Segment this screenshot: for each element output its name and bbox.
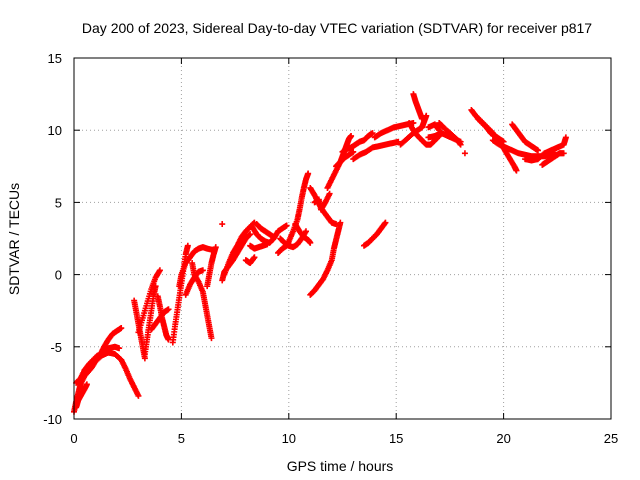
x-tick-label: 20: [496, 431, 510, 446]
chart-title: Day 200 of 2023, Sidereal Day-to-day VTE…: [82, 20, 592, 36]
data-point: [534, 147, 541, 154]
data-point: [302, 228, 309, 235]
y-axis-label: SDTVAR / TECUs: [6, 183, 22, 295]
data-point: [337, 219, 344, 226]
data-point: [382, 219, 389, 226]
data-point: [247, 231, 254, 238]
data-point: [436, 127, 443, 134]
x-tick-labels: 0 5 10 15 20 25: [70, 431, 618, 446]
y-tick-label: -5: [50, 340, 62, 355]
y-tick-label: 10: [48, 123, 62, 138]
data-point: [208, 335, 215, 342]
plot-frame: [73, 57, 612, 420]
data-point: [264, 241, 271, 248]
data-point: [350, 148, 357, 155]
data-point: [418, 115, 425, 122]
data-point: [251, 254, 258, 261]
y-tick-label: 0: [55, 268, 62, 283]
data-point: [270, 234, 277, 241]
y-tick-label: -10: [43, 412, 62, 427]
data-point: [560, 150, 567, 157]
data-point: [219, 221, 226, 228]
data-point: [165, 306, 172, 313]
x-tick-label: 0: [70, 431, 77, 446]
data-point: [562, 134, 569, 141]
x-tick-label: 10: [282, 431, 296, 446]
data-point: [348, 132, 355, 139]
data-point: [305, 170, 312, 177]
data-point: [199, 267, 206, 274]
data-point: [307, 239, 314, 246]
data-point: [212, 244, 219, 251]
data-points: [71, 91, 569, 415]
x-axis-label: GPS time / hours: [287, 458, 394, 474]
x-tick-label: 5: [178, 431, 185, 446]
grid-lines: [74, 58, 611, 419]
data-point: [457, 141, 464, 148]
data-point: [156, 267, 163, 274]
data-point: [135, 392, 142, 399]
data-point: [513, 167, 520, 174]
data-point: [326, 190, 333, 197]
data-point: [184, 242, 191, 249]
data-point: [116, 345, 123, 352]
data-point: [83, 381, 90, 388]
data-point: [152, 283, 159, 290]
data-point: [369, 130, 376, 137]
axis-ticks: [73, 57, 612, 420]
data-point: [461, 150, 468, 157]
data-point: [283, 222, 290, 229]
data-point: [423, 112, 430, 119]
y-tick-labels: -10 -5 0 5 10 15: [43, 51, 62, 427]
x-tick-label: 15: [389, 431, 403, 446]
y-tick-label: 5: [55, 195, 62, 210]
y-tick-label: 15: [48, 51, 62, 66]
data-point: [118, 325, 125, 332]
x-tick-label: 25: [604, 431, 618, 446]
